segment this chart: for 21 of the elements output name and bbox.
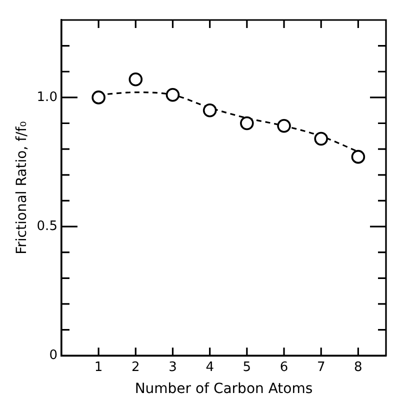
y-axis-title: Frictional Ratio, f/f₀: [14, 120, 30, 254]
y-tick-label: 1.0: [36, 90, 58, 105]
point: [128, 72, 143, 86]
x-tick-label: 6: [280, 360, 288, 375]
point: [92, 90, 106, 104]
x-tick-label: 4: [206, 360, 214, 375]
point: [351, 150, 366, 164]
y-tick-label: 0.5: [36, 218, 58, 234]
y-tick-label: 0: [49, 348, 58, 363]
x-tick-label: 2: [132, 360, 140, 375]
point: [240, 116, 254, 130]
x-axis-title: Number of Carbon Atoms: [134, 381, 313, 398]
point: [277, 118, 291, 133]
point: [202, 103, 217, 118]
point: [166, 88, 180, 102]
x-tick-label: 3: [168, 360, 177, 375]
x-tick-label: 7: [316, 360, 326, 375]
point: [314, 132, 328, 146]
x-tick-label: 1: [94, 360, 103, 375]
x-tick-label: 5: [242, 360, 252, 375]
x-tick-label: 8: [354, 360, 362, 375]
